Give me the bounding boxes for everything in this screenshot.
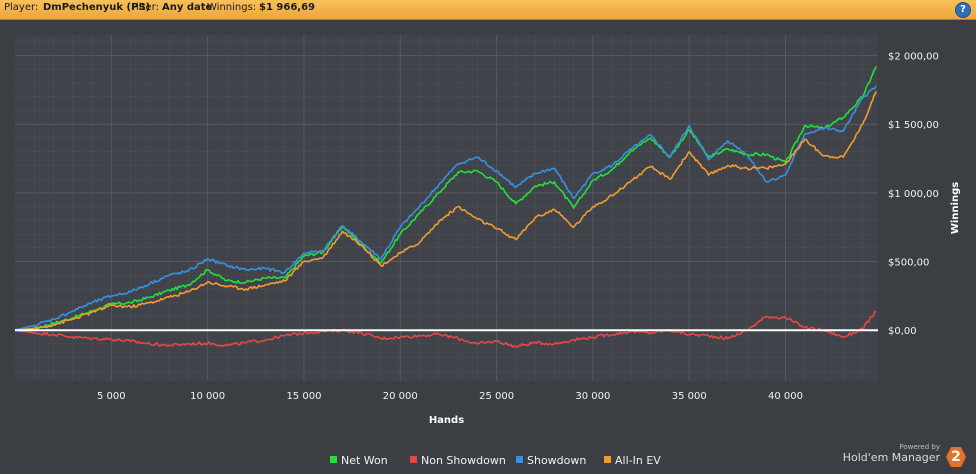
legend: Net Won Non Showdown Showdown All-In EV [330, 454, 661, 467]
powered-by-text: Powered by [899, 443, 940, 451]
x-tick-label: 35 000 [672, 391, 707, 402]
legend-item: Non Showdown [410, 454, 506, 467]
hm2-logo-icon: 2 [946, 447, 966, 467]
y-axis-label: Winnings [950, 182, 961, 234]
series-line-showdown [14, 85, 877, 331]
y-tick-label: $0,00 [888, 326, 917, 337]
filter-label: Filter: [131, 2, 159, 13]
legend-swatch [330, 456, 337, 463]
y-tick-label: $500,00 [888, 258, 929, 269]
filter-value: Any date [162, 2, 213, 13]
header-bar: Player: DmPechenyuk (PS) Filter: Any dat… [0, 0, 976, 20]
x-tick-label: 25 000 [479, 391, 514, 402]
player-value: DmPechenyuk (PS) [43, 2, 151, 13]
x-tick-label: 10 000 [190, 391, 225, 402]
y-tick-label: $1 000,00 [888, 189, 939, 200]
legend-swatch [604, 456, 611, 463]
y-axis-ticks: $0,00 $500,00 $1 000,00 $1 500,00 $2 000,00 [888, 52, 939, 338]
x-tick-label: 40 000 [768, 391, 803, 402]
player-label: Player: [4, 2, 39, 13]
legend-label: All-In EV [615, 454, 661, 467]
legend-label: Net Won [341, 454, 388, 467]
legend-label: Showdown [527, 454, 586, 467]
winnings-chart: 5 000 10 000 15 000 20 000 25 000 30 000 35 00… [14, 35, 961, 467]
y-tick-label: $1 500,00 [888, 120, 939, 131]
plot-area [15, 35, 878, 381]
legend-item: Net Won [330, 454, 388, 467]
legend-swatch [516, 456, 523, 463]
x-tick-label: 5 000 [97, 391, 126, 402]
winnings-value: $1 966,69 [259, 2, 315, 13]
x-axis-ticks: 5 000 10 000 15 000 20 000 25 000 30 000 35 00… [97, 391, 803, 402]
legend-label: Non Showdown [421, 454, 506, 467]
x-axis-label: Hands [429, 415, 464, 426]
help-icon[interactable]: ? [955, 2, 971, 18]
brand-name: Hold'em Manager [842, 451, 940, 464]
branding: Powered by Hold'em Manager [843, 443, 940, 464]
series-line-net-won [14, 66, 877, 331]
series-lines [14, 66, 877, 348]
x-tick-label: 30 000 [575, 391, 610, 402]
legend-item: Showdown [516, 454, 586, 467]
x-tick-label: 20 000 [383, 391, 418, 402]
series-line-non-showdown [15, 310, 877, 348]
x-tick-label: 15 000 [286, 391, 321, 402]
series-line-all-in-ev [14, 91, 877, 331]
legend-item: All-In EV [604, 454, 661, 467]
y-tick-label: $2 000,00 [888, 52, 939, 63]
winnings-label: Winnings: [207, 2, 257, 13]
legend-swatch [410, 456, 417, 463]
